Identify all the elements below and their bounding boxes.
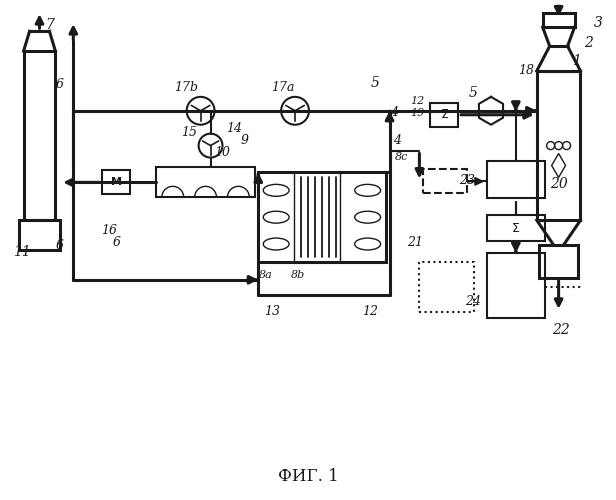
Text: 4: 4 — [394, 134, 402, 147]
Text: 1: 1 — [572, 54, 581, 68]
Bar — [423, 170, 467, 194]
Text: 10: 10 — [214, 146, 230, 159]
Bar — [539, 245, 578, 278]
Bar — [487, 253, 545, 318]
Bar — [537, 71, 580, 220]
Text: 8a: 8a — [258, 270, 272, 280]
Bar — [102, 170, 130, 194]
Text: 2: 2 — [584, 36, 593, 50]
Text: 16: 16 — [101, 224, 117, 236]
Text: 12: 12 — [410, 96, 424, 106]
Bar — [18, 220, 60, 250]
Text: 19: 19 — [410, 108, 424, 118]
Bar — [487, 215, 545, 241]
Text: Σ: Σ — [512, 222, 520, 234]
Bar — [419, 262, 474, 312]
Text: 8c: 8c — [395, 152, 408, 162]
Bar — [258, 172, 386, 262]
Bar — [156, 168, 255, 198]
Text: 6: 6 — [55, 238, 63, 252]
Text: 9: 9 — [240, 134, 248, 147]
Text: 14: 14 — [227, 122, 243, 135]
Text: 18: 18 — [518, 64, 534, 78]
Text: 5: 5 — [469, 86, 477, 100]
Text: 11: 11 — [13, 245, 30, 259]
Text: 4: 4 — [391, 106, 399, 120]
Text: ФИГ. 1: ФИГ. 1 — [278, 468, 338, 485]
Text: 17b: 17b — [174, 82, 198, 94]
Text: 23: 23 — [459, 174, 475, 187]
Text: 3: 3 — [594, 16, 603, 30]
Text: 15: 15 — [180, 126, 197, 139]
Text: 8b: 8b — [291, 270, 305, 280]
Text: M: M — [111, 178, 121, 188]
Bar — [23, 51, 55, 220]
Text: 21: 21 — [407, 236, 423, 248]
Text: 6: 6 — [113, 236, 121, 248]
Text: 12: 12 — [362, 305, 378, 318]
Bar — [431, 103, 458, 126]
Text: 17a: 17a — [272, 82, 295, 94]
Text: 13: 13 — [264, 305, 280, 318]
Bar — [487, 160, 545, 198]
Text: 22: 22 — [552, 322, 569, 336]
Text: 5: 5 — [370, 76, 379, 90]
Text: 6: 6 — [55, 78, 63, 92]
Bar — [543, 14, 575, 27]
Text: 7: 7 — [45, 18, 54, 32]
Text: 20: 20 — [549, 178, 567, 192]
Text: Σ: Σ — [440, 108, 448, 122]
Text: 24: 24 — [465, 295, 481, 308]
